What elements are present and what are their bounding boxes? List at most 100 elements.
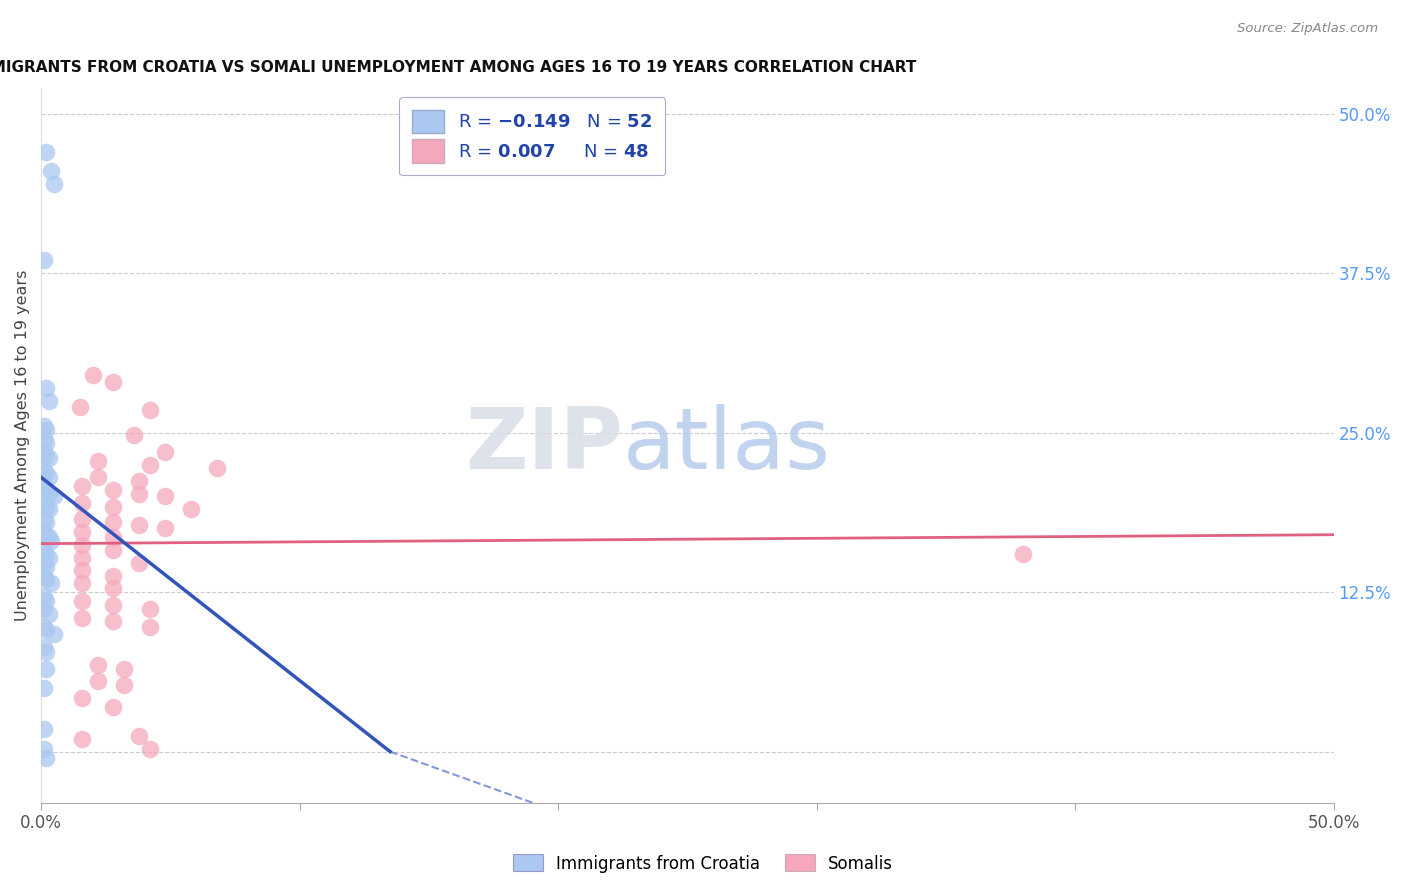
Point [1012,547,1035,561]
Point [72,496,94,510]
Point [42,627,65,641]
Point [32,568,55,582]
Point [32,479,55,493]
Point [138,619,160,633]
Point [128,474,150,488]
Point [35,624,58,638]
Point [32,512,55,526]
Y-axis label: Unemployment Among Ages 16 to 19 years: Unemployment Among Ages 16 to 19 years [15,269,30,621]
Point [103,515,125,529]
Text: atlas: atlas [623,404,831,487]
Point [72,564,94,578]
Point [32,742,55,756]
Point [69,400,91,414]
Point [32,419,55,434]
Point [42,177,65,191]
Point [72,610,94,624]
Point [103,483,125,497]
Point [35,573,58,587]
Point [87,454,110,468]
Point [35,751,58,765]
Point [103,543,125,558]
Point [32,681,55,695]
Point [35,559,58,574]
Point [35,527,58,541]
Point [35,594,58,608]
Point [72,525,94,540]
Point [128,487,150,501]
Point [103,700,125,714]
Point [32,640,55,654]
Point [38,470,60,484]
Point [32,589,55,603]
Point [82,368,104,383]
Point [32,253,55,268]
Point [153,521,176,535]
Point [42,490,65,504]
Point [38,451,60,466]
Point [32,464,55,478]
Point [138,742,160,756]
Point [128,517,150,532]
Point [103,375,125,389]
Point [103,530,125,544]
Point [72,576,94,591]
Point [103,568,125,582]
Point [72,538,94,552]
Point [72,731,94,746]
Point [180,502,202,516]
Point [103,598,125,612]
Point [35,547,58,561]
Text: IMMIGRANTS FROM CROATIA VS SOMALI UNEMPLOYMENT AMONG AGES 16 TO 19 YEARS CORRELA: IMMIGRANTS FROM CROATIA VS SOMALI UNEMPL… [0,60,917,75]
Point [32,525,55,540]
Point [138,601,160,615]
Point [41,576,63,591]
Point [32,543,55,558]
Point [38,550,60,565]
Point [35,423,58,437]
Point [35,483,58,497]
Point [72,691,94,706]
Text: ZIP: ZIP [465,404,623,487]
Point [87,470,110,484]
Point [35,467,58,481]
Point [35,662,58,676]
Point [87,674,110,689]
Point [41,534,63,549]
Point [41,164,63,178]
Point [35,145,58,159]
Point [35,381,58,395]
Point [153,490,176,504]
Legend:  R = $\bf{-0.149}$   N = $\bf{52}$,  R = $\bf{0.007}$     N = $\bf{48}$: R = $\bf{-0.149}$ N = $\bf{52}$, R = $\b… [399,97,665,176]
Point [35,436,58,450]
Point [72,479,94,493]
Point [103,582,125,596]
Point [72,594,94,608]
Point [32,722,55,736]
Point [35,449,58,463]
Point [38,607,60,621]
Point [35,645,58,659]
Point [32,601,55,615]
Point [103,615,125,629]
Point [72,512,94,526]
Point [112,662,135,676]
Point [32,496,55,510]
Point [138,402,160,417]
Point [38,393,60,408]
Point [72,550,94,565]
Point [32,445,55,459]
Point [112,678,135,692]
Text: Source: ZipAtlas.com: Source: ZipAtlas.com [1237,22,1378,36]
Point [122,428,145,442]
Legend: Immigrants from Croatia, Somalis: Immigrants from Croatia, Somalis [506,847,900,880]
Point [38,530,60,544]
Point [138,458,160,472]
Point [87,657,110,672]
Point [35,500,58,514]
Point [205,461,228,475]
Point [32,432,55,446]
Point [38,502,60,516]
Point [32,556,55,570]
Point [32,619,55,633]
